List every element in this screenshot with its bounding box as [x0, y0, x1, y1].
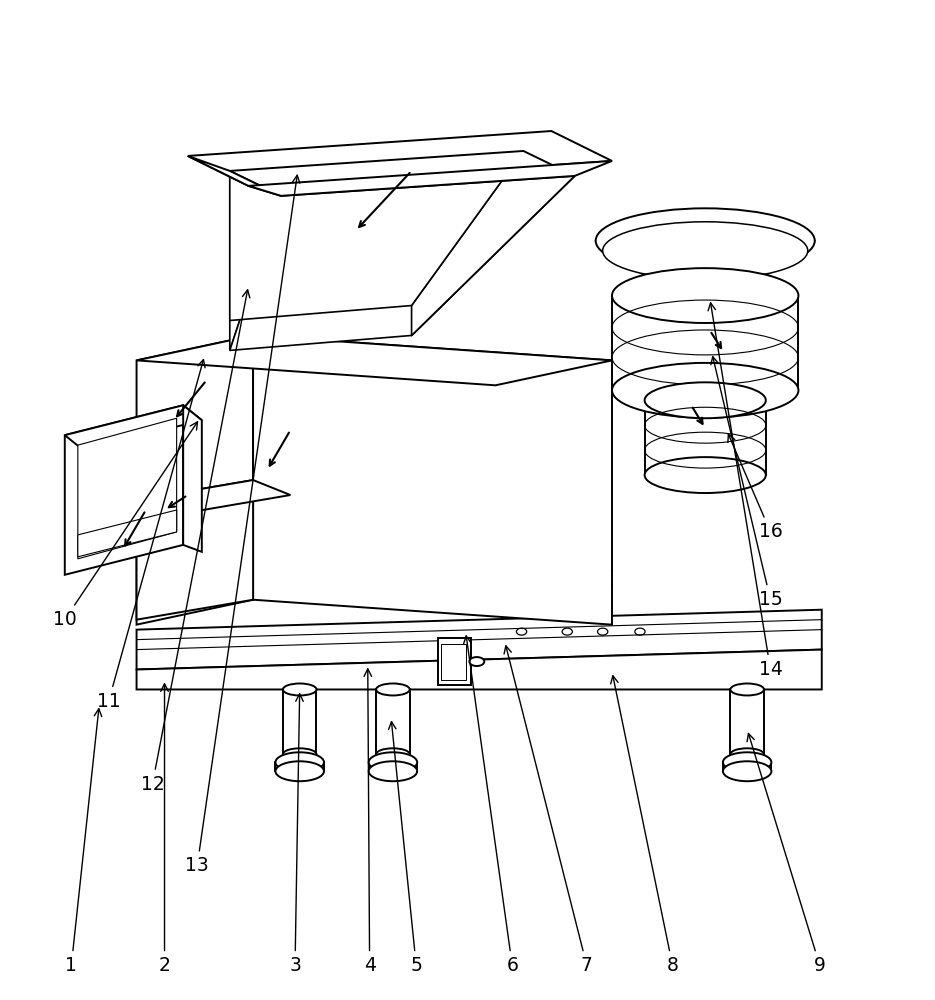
Ellipse shape: [368, 761, 417, 781]
Text: 2: 2: [159, 684, 170, 975]
Polygon shape: [137, 335, 612, 385]
Polygon shape: [65, 405, 202, 450]
Text: 13: 13: [185, 175, 300, 875]
Ellipse shape: [644, 457, 766, 493]
Ellipse shape: [283, 683, 316, 695]
Ellipse shape: [469, 657, 484, 666]
Text: 11: 11: [96, 360, 205, 711]
Text: 7: 7: [504, 646, 593, 975]
Ellipse shape: [596, 208, 814, 273]
Polygon shape: [183, 405, 202, 552]
Text: 14: 14: [708, 303, 783, 679]
Polygon shape: [137, 610, 822, 670]
Polygon shape: [137, 480, 291, 515]
Text: 6: 6: [464, 636, 518, 975]
Text: 5: 5: [389, 722, 423, 975]
Polygon shape: [230, 151, 575, 196]
Text: 1: 1: [65, 709, 102, 975]
Text: 9: 9: [747, 733, 826, 975]
Polygon shape: [78, 418, 177, 559]
Ellipse shape: [603, 222, 808, 280]
Ellipse shape: [658, 272, 752, 300]
Polygon shape: [137, 480, 253, 620]
Polygon shape: [249, 161, 612, 196]
Ellipse shape: [612, 268, 798, 323]
Ellipse shape: [283, 748, 316, 760]
Ellipse shape: [644, 382, 766, 418]
Text: 8: 8: [611, 676, 679, 975]
Polygon shape: [65, 405, 183, 575]
Ellipse shape: [276, 761, 324, 781]
Ellipse shape: [723, 752, 771, 772]
Polygon shape: [137, 650, 822, 689]
Text: 15: 15: [711, 357, 783, 609]
Ellipse shape: [730, 683, 764, 695]
Text: 3: 3: [289, 694, 303, 975]
Polygon shape: [230, 151, 524, 320]
Ellipse shape: [368, 752, 417, 772]
Ellipse shape: [730, 748, 764, 760]
Ellipse shape: [612, 363, 798, 418]
Polygon shape: [230, 171, 281, 350]
Text: 10: 10: [53, 422, 197, 629]
Bar: [438, 638, 471, 685]
Polygon shape: [230, 176, 575, 350]
Text: 4: 4: [364, 669, 376, 975]
Polygon shape: [137, 335, 253, 625]
Ellipse shape: [376, 748, 410, 760]
Text: 16: 16: [727, 434, 783, 541]
Ellipse shape: [376, 683, 410, 695]
Polygon shape: [78, 510, 177, 557]
Polygon shape: [188, 131, 612, 186]
Polygon shape: [253, 335, 612, 625]
Ellipse shape: [723, 761, 771, 781]
Polygon shape: [188, 156, 281, 196]
Bar: [441, 644, 466, 680]
Text: 12: 12: [140, 290, 250, 794]
Ellipse shape: [276, 752, 324, 772]
Polygon shape: [411, 151, 575, 335]
